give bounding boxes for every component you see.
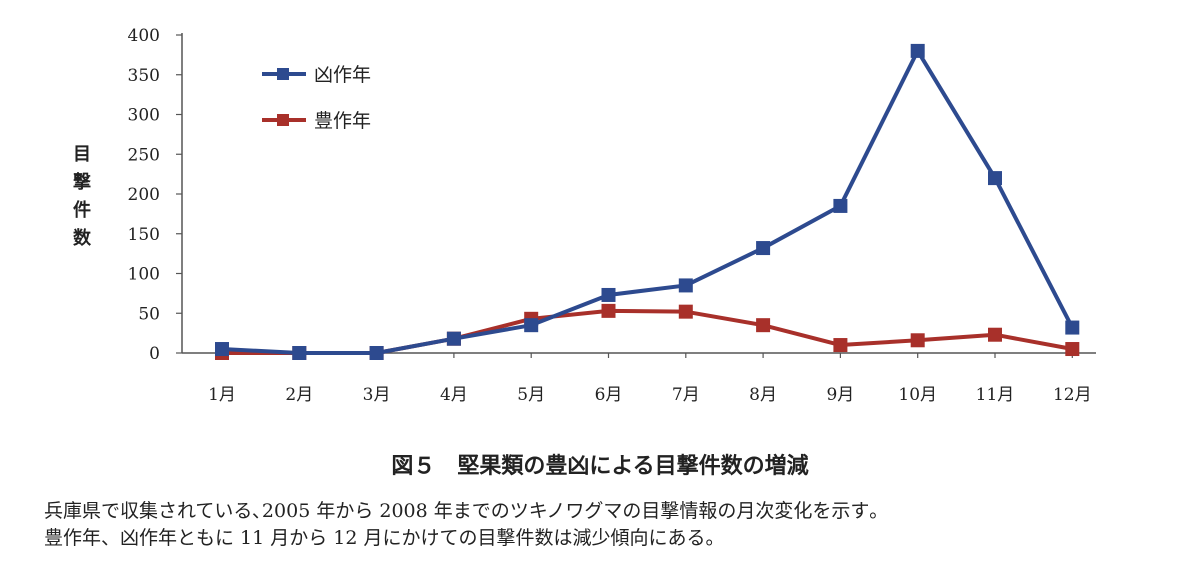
y-tick-label: 350 — [128, 66, 160, 86]
x-tick-label: 8月 — [749, 385, 777, 405]
data-point — [369, 346, 384, 360]
x-ticks: 1月 2月 3月 4月 5月 6月 7月 8月 9月 10月 11月 12月 — [208, 353, 1092, 405]
y-tick-label: 300 — [128, 106, 160, 126]
x-tick-label: 1月 — [208, 385, 236, 405]
x-tick-label: 3月 — [363, 385, 391, 405]
y-tick-label: 0 — [149, 344, 160, 364]
line-chart: 0 50 100 150 200 250 300 350 400 1月 2月 3月 4月 5月 6月 7月 8… — [73, 26, 1096, 405]
y-tick-label: 250 — [128, 145, 160, 165]
y-axis-label-char: 目 — [73, 144, 91, 165]
legend-label: 凶作年 — [314, 64, 371, 86]
x-tick-label: 6月 — [595, 385, 623, 405]
data-point — [292, 346, 307, 360]
y-axis-label-char: 数 — [73, 227, 92, 249]
series-line — [221, 48, 1075, 355]
y-tick-label: 200 — [128, 185, 160, 205]
legend-marker — [277, 68, 289, 80]
data-point — [988, 171, 1002, 186]
data-point — [215, 342, 229, 357]
y-axis-label-char: 件 — [73, 199, 91, 221]
legend-item: 豊作年 — [262, 110, 371, 132]
y-tick-label: 400 — [128, 26, 160, 46]
data-point — [988, 327, 1002, 342]
x-tick-label: 4月 — [440, 385, 468, 405]
x-tick-label: 7月 — [672, 385, 700, 405]
x-tick-label: 11月 — [976, 385, 1015, 405]
data-point — [678, 278, 693, 293]
legend-label: 豊作年 — [314, 110, 371, 132]
data-point — [833, 338, 848, 353]
data-point — [833, 198, 848, 213]
data-point — [601, 287, 616, 302]
figure-title: 図５ 堅果類の豊凶による目撃件数の増減 — [391, 454, 809, 479]
data-point — [1065, 320, 1080, 335]
y-ticks: 0 50 100 150 200 250 300 350 400 — [128, 26, 182, 364]
y-axis-label-char: 撃 — [73, 171, 91, 193]
data-point — [524, 318, 539, 333]
x-tick-label: 9月 — [826, 385, 854, 405]
y-tick-label: 100 — [128, 265, 160, 285]
data-point — [1065, 342, 1080, 357]
series-layer — [215, 43, 1080, 360]
data-point — [910, 43, 925, 58]
legend-item: 凶作年 — [262, 64, 371, 86]
x-tick-label: 5月 — [517, 385, 545, 405]
data-point — [678, 304, 693, 319]
data-point — [756, 318, 771, 333]
caption-line-1: 兵庫県で収集されている､2005 年から 2008 年までのツキノワグマの目撃情… — [44, 500, 879, 522]
y-tick-label: 50 — [138, 304, 160, 324]
x-tick-label: 10月 — [898, 385, 937, 405]
y-tick-label: 150 — [128, 225, 160, 245]
legend-marker — [277, 114, 289, 126]
x-tick-label: 2月 — [285, 385, 313, 405]
y-axis-label: 目撃件数 — [73, 144, 92, 249]
data-point — [910, 333, 925, 348]
figure-caption: 兵庫県で収集されている､2005 年から 2008 年までのツキノワグマの目撃情… — [44, 498, 1174, 552]
series-line — [222, 308, 1073, 355]
x-tick-label: 12月 — [1053, 385, 1092, 405]
data-point — [601, 303, 616, 318]
series-poor-harvest — [215, 43, 1080, 360]
data-point — [756, 241, 771, 256]
data-point — [446, 331, 461, 346]
caption-line-2: 豊作年、凶作年ともに 11 月から 12 月にかけての目撃件数は減少傾向にある。 — [44, 527, 725, 549]
